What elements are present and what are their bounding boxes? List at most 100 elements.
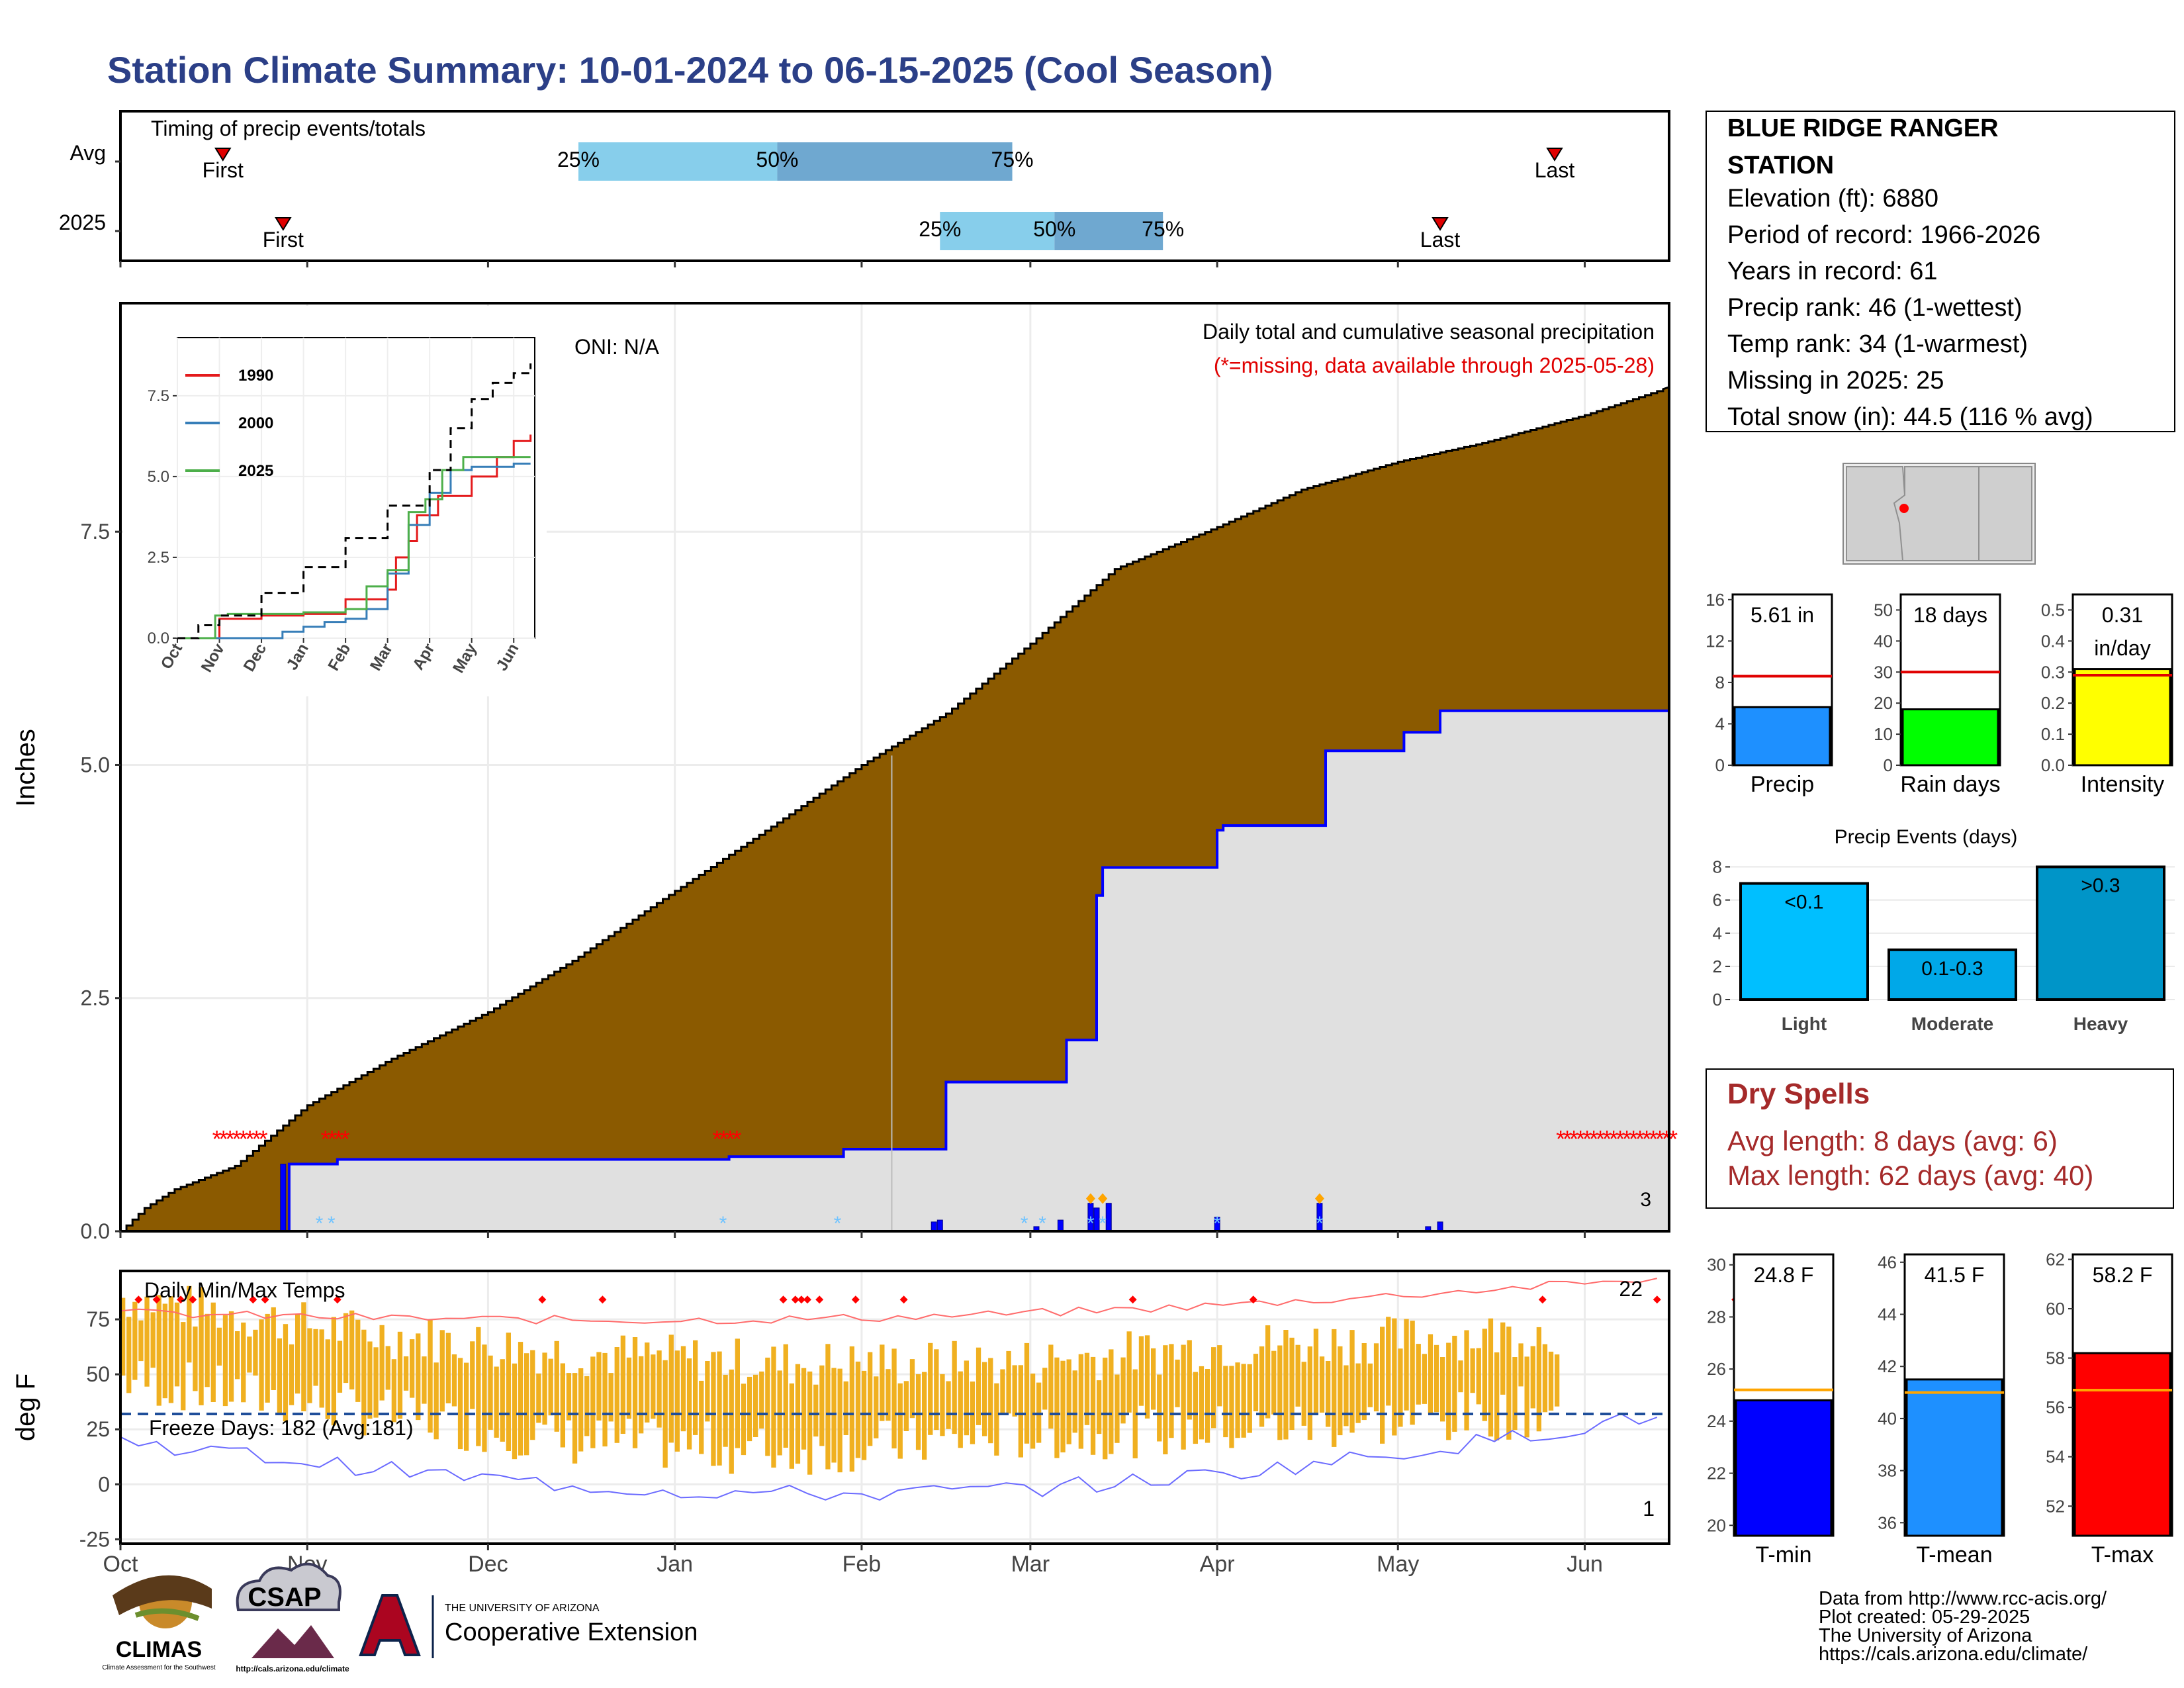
temp-ytick-label: 75 (86, 1307, 110, 1331)
footer-line-3: The University of Arizona (1819, 1625, 2032, 1646)
timing-bar-25-50 (578, 142, 778, 181)
daily-temp-bar (928, 1342, 933, 1435)
daily-temp-bar (1157, 1374, 1162, 1442)
missing-data-marker: * (246, 1125, 255, 1152)
daily-temp-bar (645, 1342, 650, 1423)
trace-marker: * (316, 1213, 324, 1235)
small-bar-ytick-label: 26 (1707, 1359, 1726, 1379)
daily-temp-bar (391, 1359, 396, 1423)
events-ytick-label: 2 (1713, 957, 1722, 976)
missing-data-marker: * (252, 1125, 261, 1152)
daily-temp-bar (277, 1338, 282, 1414)
daily-temp-bar (855, 1361, 861, 1458)
small-bar-value-label: 0.31 (2102, 603, 2143, 627)
missing-data-marker: * (1589, 1125, 1598, 1152)
daily-temp-bar (566, 1373, 572, 1421)
timing-pct-25: 25% (919, 217, 961, 241)
daily-temp-bar (843, 1381, 848, 1435)
small-bar-ytick-label: 0 (1884, 755, 1893, 775)
daily-temp-bar (1458, 1360, 1463, 1393)
daily-temp-bar (657, 1350, 662, 1428)
record-high-marker (779, 1295, 788, 1304)
record-high-marker (1653, 1295, 1661, 1304)
daily-temp-bar (1078, 1354, 1083, 1449)
record-high-marker (797, 1295, 805, 1304)
daily-temp-bar (861, 1370, 867, 1460)
events-ytick-label: 8 (1713, 857, 1722, 877)
daily-temp-bar (1319, 1356, 1325, 1413)
daily-temp-bar (1410, 1321, 1415, 1425)
daily-temp-bar (1187, 1340, 1192, 1420)
daily-temp-bar (1060, 1360, 1066, 1453)
small-bar-ytick-label: 36 (1878, 1513, 1897, 1532)
daily-temp-bar (874, 1376, 879, 1438)
small-bar-ytick-label: 30 (1707, 1255, 1726, 1275)
daily-precip-bar (1437, 1221, 1443, 1232)
daily-temp-bar (952, 1340, 957, 1434)
daily-temp-bar (1555, 1354, 1560, 1407)
timing-row-avg: Avg (69, 141, 106, 165)
daily-temp-bar (572, 1373, 578, 1464)
events-title: Precip Events (days) (1835, 826, 2018, 848)
temp-xtick-label: Jun (1567, 1552, 1603, 1577)
daily-temp-bar (1132, 1369, 1138, 1459)
record-high-marker (134, 1295, 143, 1304)
daily-temp-bar (1181, 1344, 1186, 1450)
daily-temp-bar (1048, 1344, 1054, 1429)
small-bar-ytick-label: 20 (1874, 693, 1893, 713)
precip-events-chart: Precip Events (days) 0 2 4 6 8 <0.1 Light 0.1-0… (1713, 826, 2175, 1034)
daily-temp-bar (1518, 1343, 1524, 1387)
missing-data-marker: * (1602, 1125, 1612, 1152)
footer-line-1: Data from http://www.rcc-acis.org/ (1819, 1588, 2107, 1609)
daily-temp-bar (367, 1341, 373, 1419)
inset-legend-label: 2025 (238, 462, 273, 480)
daily-temp-bar (1018, 1365, 1023, 1458)
small-bar-ytick-label: 46 (1878, 1252, 1897, 1272)
record-high-line (120, 1278, 1658, 1325)
record-low-line (120, 1413, 1658, 1501)
precip-ytick-label: 2.5 (81, 986, 110, 1010)
temp-frame (119, 1270, 1670, 1545)
daily-temp-bar (1199, 1366, 1205, 1440)
temp-panel: Daily Min/Max Temps Freeze Days: 182 (Av… (11, 1270, 1740, 1577)
daily-temp-bar (880, 1344, 885, 1421)
missing-data-marker: * (1649, 1125, 1658, 1152)
daily-temp-bar (1338, 1346, 1343, 1436)
daily-temp-bar (1470, 1348, 1475, 1393)
daily-temp-bar (632, 1337, 638, 1448)
daily-temp-bar (1241, 1364, 1246, 1438)
daily-temp-bar (735, 1338, 740, 1448)
daily-temp-bar (807, 1371, 813, 1475)
small-bar-value-label: in/day (2094, 636, 2150, 660)
daily-temp-bar (1482, 1329, 1487, 1421)
daily-temp-bar (445, 1333, 451, 1403)
daily-temp-bar (662, 1360, 668, 1468)
events-ytick-label: 0 (1713, 990, 1722, 1009)
daily-temp-bar (1024, 1342, 1030, 1444)
daily-temp-bar (361, 1329, 367, 1436)
daily-temp-bar (596, 1352, 602, 1421)
daily-temp-bar (385, 1346, 390, 1390)
small-bar-ytick-label: 44 (1878, 1305, 1897, 1325)
events-bar-label: 0.1-0.3 (1921, 958, 1983, 980)
missing-data-marker: * (1556, 1125, 1565, 1152)
missing-data-marker: * (725, 1125, 735, 1152)
small-bar-ytick-label: 12 (1706, 631, 1725, 651)
daily-temp-bar (1380, 1327, 1385, 1444)
missing-data-marker: * (341, 1125, 350, 1152)
record-high-marker (899, 1295, 908, 1304)
daily-temp-bar (1512, 1357, 1518, 1430)
daily-temp-bar (512, 1363, 518, 1460)
missing-data-marker: * (1609, 1125, 1618, 1152)
small-bar-value (2073, 1352, 2171, 1537)
daily-temp-bar (897, 1383, 903, 1459)
daily-temp-bar (1355, 1363, 1361, 1423)
daily-temp-bar (1464, 1330, 1469, 1430)
daily-temp-bar (1151, 1348, 1156, 1410)
daily-temp-bar (590, 1356, 596, 1448)
inset-frame (177, 337, 535, 639)
observed-precip-line (120, 709, 1669, 1233)
small-bar-ytick-label: 28 (1707, 1307, 1726, 1327)
precip-note: Daily total and cumulative seasonal prec… (1203, 320, 1655, 344)
